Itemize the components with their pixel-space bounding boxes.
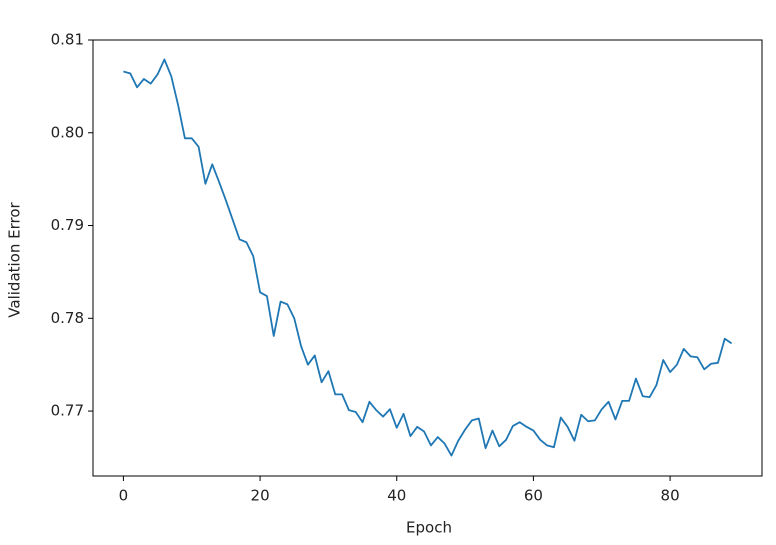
x-tick-label: 0 [119, 487, 129, 505]
y-tick-label: 0.81 [51, 31, 84, 49]
y-tick-label: 0.78 [51, 309, 84, 327]
data-line [123, 58, 733, 457]
x-tick-label: 80 [661, 487, 680, 505]
y-tick-label: 0.79 [51, 216, 84, 234]
plot-frame [92, 39, 763, 477]
y-axis-label: Validation Error [6, 201, 24, 317]
x-axis-label: Epoch [406, 519, 452, 537]
y-tick-label: 0.80 [51, 123, 84, 141]
x-tick-label: 60 [524, 487, 543, 505]
x-tick-label: 40 [387, 487, 406, 505]
x-tick-label: 20 [251, 487, 270, 505]
y-tick-label: 0.77 [51, 402, 84, 420]
